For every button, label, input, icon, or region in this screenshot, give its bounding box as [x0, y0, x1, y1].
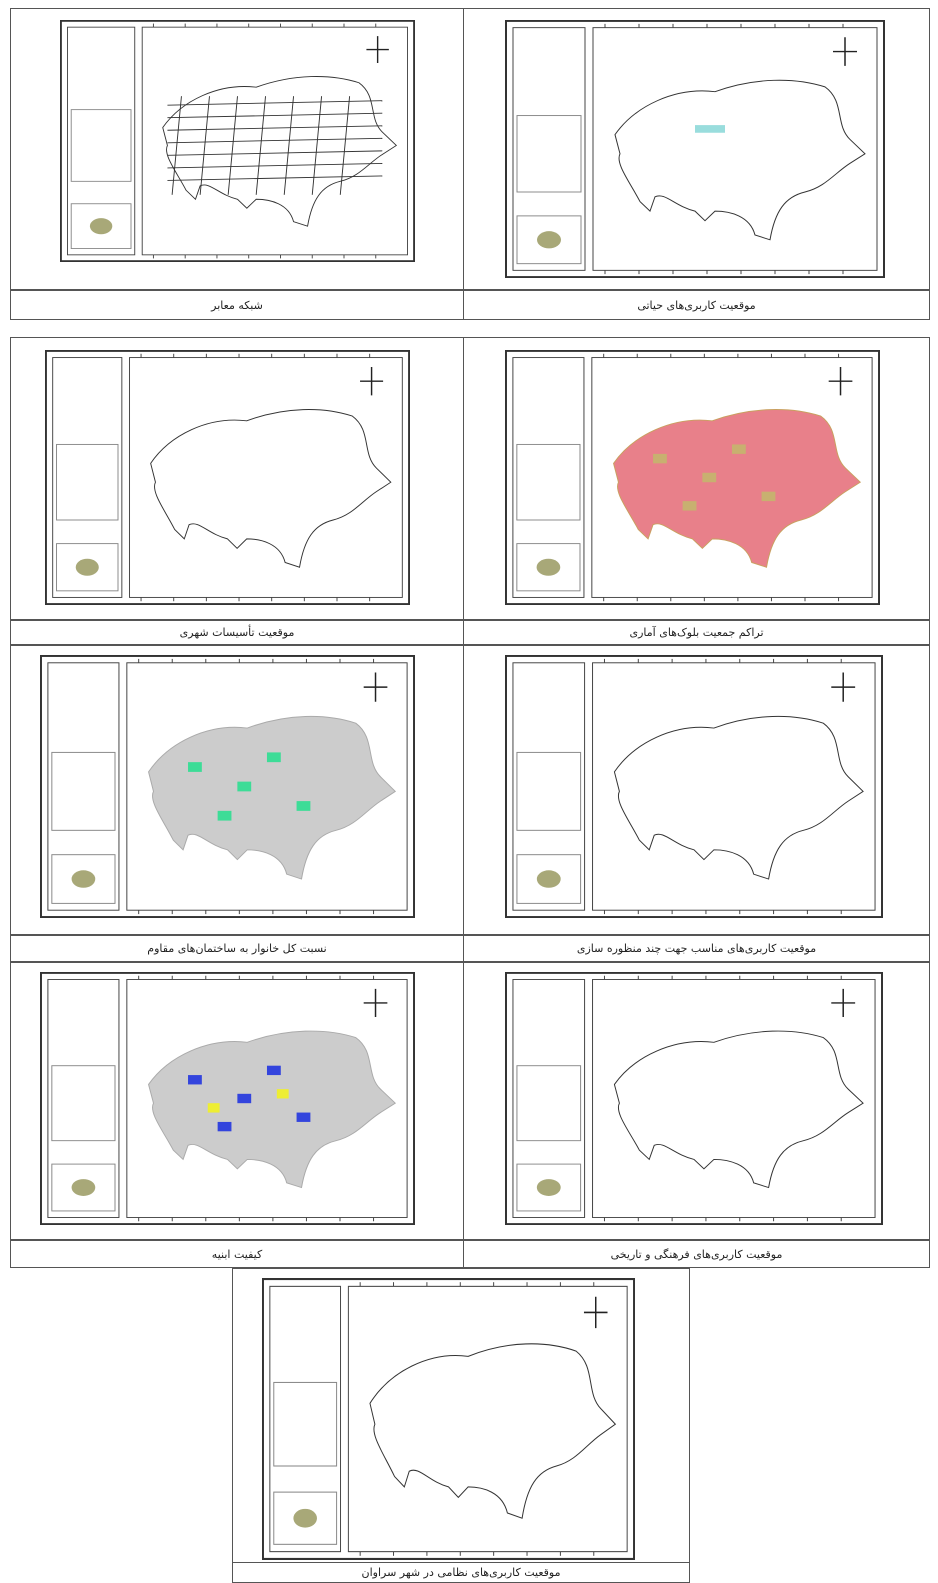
figure-caption: نسبت کل خانوار به ساختمان‌های مقاوم	[10, 935, 464, 962]
map-frame	[506, 656, 882, 917]
patch	[695, 125, 725, 133]
inset-shape	[72, 870, 96, 888]
inset-shape	[72, 1179, 96, 1196]
inset-shape	[537, 559, 561, 576]
inset-shape	[537, 870, 561, 888]
map-figure	[505, 972, 883, 1225]
figure-caption: کیفیت ابنیه	[10, 1240, 464, 1268]
figure-caption: موقعیت کاربری‌های فرهنگی و تاریخی	[463, 1240, 930, 1268]
patch	[702, 473, 716, 482]
patch	[267, 1066, 281, 1075]
map-figure	[505, 20, 885, 278]
figure-caption: موقعیت کاربری‌های حیاتی	[463, 290, 930, 320]
patch	[653, 454, 667, 463]
map-frame	[506, 973, 882, 1224]
figure-caption: موقعیت کاربری‌های مناسب جهت چند منظوره س…	[463, 935, 930, 962]
figure-caption: موقعیت کاربری‌های نظامی در شهر سراوان	[232, 1562, 690, 1583]
patch	[218, 811, 232, 821]
inset-shape	[293, 1509, 317, 1528]
patch	[218, 1122, 232, 1131]
map-figure	[45, 350, 410, 605]
map-figure	[40, 972, 415, 1225]
page: موقعیت کاربری‌های حیاتیشبکه معابر تراکم ج…	[0, 0, 938, 1583]
patch	[267, 752, 281, 762]
inset-shape	[537, 231, 561, 248]
inset-shape	[537, 1179, 561, 1196]
patch	[762, 492, 776, 501]
map-figure	[505, 350, 880, 605]
patch	[297, 801, 311, 811]
inset-shape	[76, 559, 99, 576]
map-frame	[46, 351, 409, 604]
patch	[188, 762, 202, 772]
patch	[297, 1113, 311, 1122]
inset-shape	[90, 218, 112, 234]
patch	[237, 782, 251, 792]
patch	[188, 1075, 202, 1084]
patch	[683, 501, 697, 510]
patch	[208, 1103, 220, 1112]
map-figure	[262, 1278, 635, 1560]
patch	[277, 1089, 289, 1098]
map-frame	[263, 1279, 634, 1559]
patch	[237, 1094, 251, 1103]
map-figure	[505, 655, 883, 918]
map-figure	[60, 20, 415, 262]
figure-caption: تراکم جمعیت بلوک‌های آماری	[463, 620, 930, 645]
map-figure	[40, 655, 415, 918]
figure-caption: موقعیت تأسیسات شهری	[10, 620, 464, 645]
map-frame	[506, 21, 884, 277]
figure-caption: شبکه معابر	[10, 290, 464, 320]
patch	[732, 444, 746, 453]
